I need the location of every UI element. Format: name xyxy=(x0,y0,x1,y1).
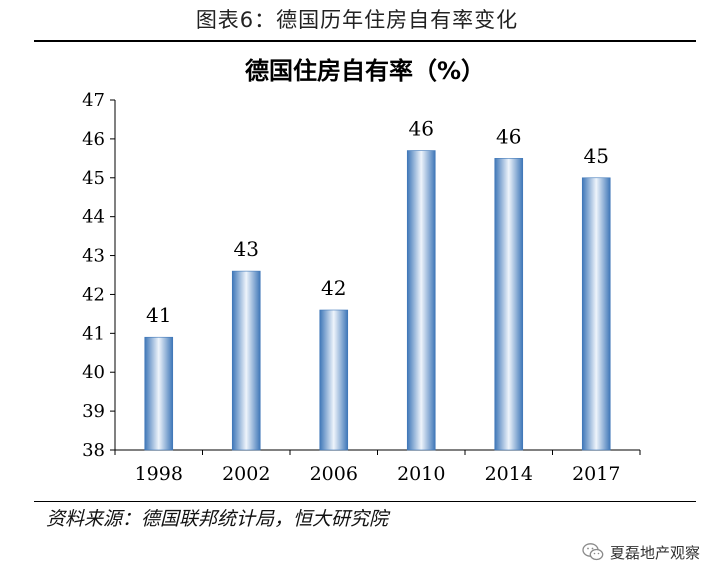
wechat-icon xyxy=(582,543,604,561)
y-tick-label: 43 xyxy=(82,246,105,267)
y-tick-label: 41 xyxy=(82,323,105,344)
figure-caption: 图表6：德国历年住房自有率变化 xyxy=(195,8,519,32)
x-tick-label-2014: 2014 xyxy=(485,463,533,485)
x-tick-label-2010: 2010 xyxy=(397,463,445,485)
y-tick-label: 38 xyxy=(82,440,105,461)
y-tick-label: 40 xyxy=(82,362,105,383)
bar-2002 xyxy=(231,270,261,451)
bar-chart: 德国住房自有率（%） 38 39 40 41 42 43 44 45 46 47 1998 2002… xyxy=(82,57,641,485)
bar-2010 xyxy=(406,150,436,451)
y-tick-label: 47 xyxy=(82,90,105,111)
data-label-2014: 46 xyxy=(496,124,521,148)
caption-rule xyxy=(34,40,696,42)
x-tick-label-2006: 2006 xyxy=(310,463,358,485)
data-label-1998: 41 xyxy=(146,303,171,327)
bar-series xyxy=(144,150,611,451)
y-tick-label: 45 xyxy=(82,168,105,189)
bar-2014 xyxy=(494,158,524,451)
bar-1998 xyxy=(144,336,174,451)
y-axis: 38 39 40 41 42 43 44 45 46 47 xyxy=(82,90,116,461)
data-label-2017: 45 xyxy=(584,144,609,168)
bar-2006 xyxy=(319,309,349,451)
x-axis: 1998 2002 2006 2010 2014 2017 xyxy=(114,449,641,485)
x-tick-label-2017: 2017 xyxy=(572,463,620,485)
watermark: 夏磊地产观察 xyxy=(582,537,700,567)
data-label-2010: 46 xyxy=(409,117,434,141)
y-tick-label: 39 xyxy=(82,401,105,422)
source-rule xyxy=(34,501,696,502)
source-note: 资料来源：德国联邦统计局，恒大研究院 xyxy=(46,508,389,530)
y-tick-label: 46 xyxy=(82,129,105,150)
x-tick-label-1998: 1998 xyxy=(135,463,183,485)
bar-2017 xyxy=(581,177,611,451)
data-labels: 41 43 42 46 46 45 xyxy=(146,117,609,328)
y-tick-label: 42 xyxy=(82,284,105,305)
watermark-text: 夏磊地产观察 xyxy=(609,543,700,562)
y-tick-label: 44 xyxy=(82,207,105,228)
data-label-2002: 43 xyxy=(234,237,259,261)
chart-title: 德国住房自有率（%） xyxy=(245,57,485,85)
data-label-2006: 42 xyxy=(321,276,346,300)
x-tick-label-2002: 2002 xyxy=(222,463,270,485)
